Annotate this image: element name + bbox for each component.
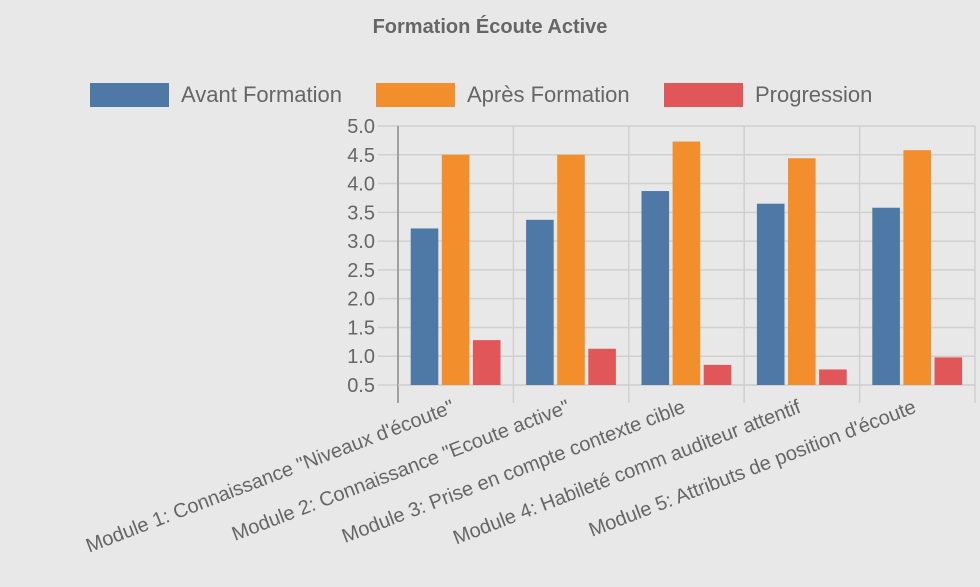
bar-0-3[interactable] xyxy=(756,203,785,385)
bar-0-0[interactable] xyxy=(410,228,439,385)
legend: Avant Formation Après Formation Progress… xyxy=(0,82,980,108)
y-tick-label: 3.0 xyxy=(347,231,375,253)
y-tick-label: 2.5 xyxy=(347,260,375,282)
bar-1-1[interactable] xyxy=(557,154,585,385)
y-tick-label: 0.5 xyxy=(347,375,375,397)
bar-0-2[interactable] xyxy=(641,191,670,385)
legend-item-apres[interactable]: Après Formation xyxy=(376,82,630,108)
chart-title: Formation Écoute Active xyxy=(372,16,608,38)
y-tick-label: 1.0 xyxy=(347,346,375,368)
bar-2-2[interactable] xyxy=(703,364,732,385)
y-tick-label: 4.0 xyxy=(347,174,375,196)
legend-swatch-apres xyxy=(376,83,455,107)
bar-0-4[interactable] xyxy=(872,207,900,385)
bar-2-4[interactable] xyxy=(934,357,963,385)
bar-1-3[interactable] xyxy=(788,158,816,385)
bar-1-4[interactable] xyxy=(903,150,931,385)
y-tick-label: 5.0 xyxy=(347,116,375,138)
legend-label-avant: Avant Formation xyxy=(181,82,343,107)
legend-swatch-progression xyxy=(664,83,743,107)
legend-label-progression: Progression xyxy=(755,82,873,107)
legend-swatch-avant xyxy=(90,83,169,107)
bar-1-0[interactable] xyxy=(441,154,470,385)
legend-label-apres: Après Formation xyxy=(467,82,630,107)
y-tick-label: 1.5 xyxy=(347,317,375,339)
y-tick-label: 2.0 xyxy=(347,289,375,311)
y-tick-label: 4.5 xyxy=(347,145,375,167)
bar-0-1[interactable] xyxy=(526,219,554,385)
bar-2-1[interactable] xyxy=(588,348,616,385)
bar-2-3[interactable] xyxy=(819,369,847,385)
legend-item-progression[interactable]: Progression xyxy=(664,82,872,108)
y-tick-label: 3.5 xyxy=(347,202,375,224)
bar-1-2[interactable] xyxy=(672,141,701,385)
bar-2-0[interactable] xyxy=(472,340,501,385)
legend-item-avant[interactable]: Avant Formation xyxy=(90,82,342,108)
